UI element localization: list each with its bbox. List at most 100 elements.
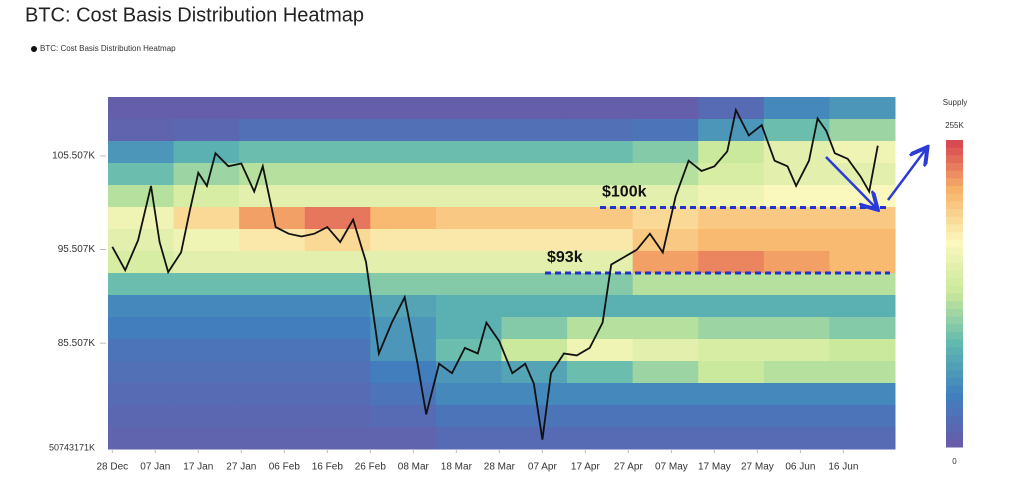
colorbar-segment xyxy=(946,408,963,417)
colorbar-segment xyxy=(946,262,963,271)
heat-cell xyxy=(567,361,634,384)
heat-cell xyxy=(370,273,437,296)
heat-cell xyxy=(304,339,371,362)
heat-cell xyxy=(501,185,568,208)
heat-cell xyxy=(829,185,896,208)
heat-cell xyxy=(435,273,502,296)
heat-cell xyxy=(829,295,896,318)
colorbar-segment xyxy=(946,147,963,156)
heat-cell xyxy=(173,141,240,164)
heat-cell xyxy=(698,251,765,274)
heat-cell xyxy=(501,405,568,428)
heat-cell xyxy=(239,317,306,340)
heat-cell xyxy=(304,405,371,428)
x-tick-label: 07 May xyxy=(655,462,688,473)
colorbar-segment xyxy=(946,301,963,310)
heat-cell xyxy=(763,405,830,428)
heat-cell xyxy=(304,207,371,230)
heat-cell xyxy=(370,295,437,318)
heat-cell xyxy=(370,361,437,384)
heat-cell xyxy=(239,119,306,142)
heat-cell xyxy=(239,339,306,362)
heat-cell xyxy=(632,317,699,340)
heat-cell xyxy=(173,317,240,340)
heat-cell xyxy=(239,163,306,186)
heat-cell xyxy=(698,383,765,406)
heat-cell xyxy=(632,141,699,164)
heat-cell xyxy=(698,185,765,208)
heat-cell xyxy=(435,141,502,164)
heat-cell xyxy=(108,405,175,428)
colorbar-segment xyxy=(946,400,963,410)
heat-cell xyxy=(108,273,175,296)
colorbar-segment xyxy=(946,278,963,287)
heat-cell xyxy=(698,405,765,428)
heat-cell xyxy=(567,251,634,274)
heat-cell xyxy=(435,207,502,230)
heat-cell xyxy=(698,427,765,450)
heat-cell xyxy=(435,229,502,252)
heat-cell xyxy=(239,251,306,274)
heat-cell xyxy=(501,251,568,274)
annotation-label: $93k xyxy=(547,249,583,266)
colorbar-segment xyxy=(946,377,963,387)
heat-cell xyxy=(435,317,502,340)
heat-cell xyxy=(632,405,699,428)
heat-cell xyxy=(763,427,830,450)
colorbar-segment xyxy=(946,393,963,402)
heat-cell xyxy=(173,119,240,142)
heat-cell xyxy=(108,295,175,318)
heat-cell xyxy=(501,295,568,318)
x-tick-label: 16 Jun xyxy=(828,462,858,473)
heat-cell xyxy=(763,273,830,296)
heat-cell xyxy=(435,383,502,406)
colorbar-segment xyxy=(946,239,963,248)
heat-cell xyxy=(632,251,699,274)
heat-cell xyxy=(108,119,175,142)
colorbar-segment xyxy=(946,293,963,302)
colorbar-segment xyxy=(946,193,963,202)
heat-cell xyxy=(108,185,175,208)
heat-cell xyxy=(108,427,175,450)
x-tick-label: 28 Dec xyxy=(96,462,128,473)
heat-cell xyxy=(173,229,240,252)
colorbar-segment xyxy=(946,247,963,256)
heat-cell xyxy=(567,141,634,164)
heat-cell xyxy=(435,405,502,428)
heat-cell xyxy=(435,295,502,318)
colorbar-segment xyxy=(946,270,963,279)
heat-cell xyxy=(435,427,502,450)
heat-cell xyxy=(763,361,830,384)
heat-cell xyxy=(698,361,765,384)
x-tick-label: 06 Jun xyxy=(785,462,815,473)
colorbar-title: Supply xyxy=(943,98,967,107)
colorbar-segment xyxy=(946,163,963,172)
heat-cell xyxy=(501,207,568,230)
heat-cell xyxy=(304,119,371,142)
heat-cell xyxy=(567,405,634,428)
heat-cell xyxy=(632,427,699,450)
heat-cell xyxy=(370,251,437,274)
heat-cell xyxy=(501,273,568,296)
heat-cell xyxy=(763,163,830,186)
colorbar-segment xyxy=(946,316,963,325)
heat-cell xyxy=(108,383,175,406)
colorbar-segment xyxy=(946,209,963,218)
heat-cell xyxy=(501,427,568,450)
heat-cell xyxy=(304,383,371,406)
heat-cell xyxy=(304,273,371,296)
heat-cell xyxy=(829,97,896,120)
heat-cell xyxy=(304,163,371,186)
heat-cell xyxy=(632,383,699,406)
heat-cell xyxy=(173,251,240,274)
colorbar-segment xyxy=(946,431,963,440)
heat-cell xyxy=(435,251,502,274)
heat-cell xyxy=(501,317,568,340)
x-tick-label: 17 Jan xyxy=(183,462,213,473)
heat-cell xyxy=(698,317,765,340)
x-tick-label: 26 Feb xyxy=(355,462,387,473)
x-tick-label: 17 Apr xyxy=(571,462,601,473)
heat-cell xyxy=(632,119,699,142)
heat-cell xyxy=(567,97,634,120)
heat-cell xyxy=(370,97,437,120)
